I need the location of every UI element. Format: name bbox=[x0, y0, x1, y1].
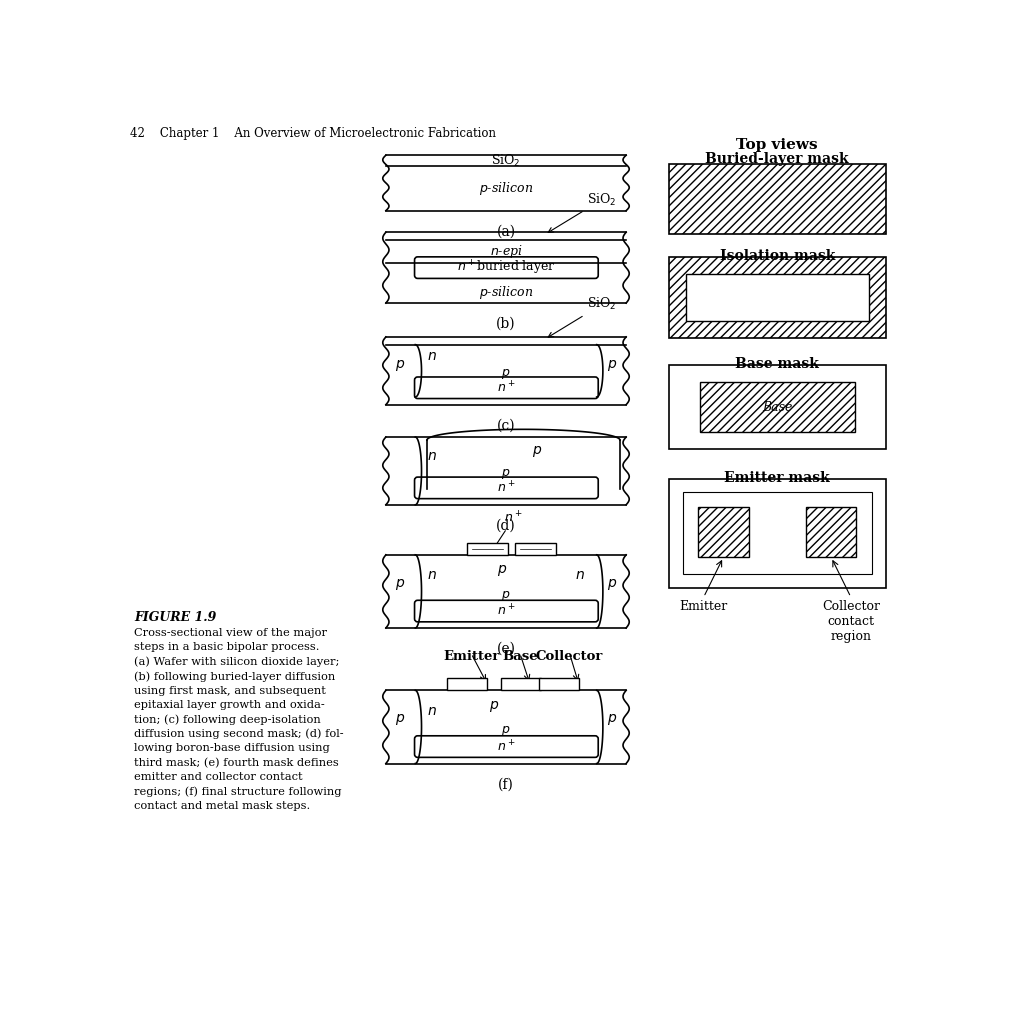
Text: (a): (a) bbox=[497, 224, 515, 239]
Text: $p$: $p$ bbox=[532, 444, 542, 460]
Text: Emitter mask: Emitter mask bbox=[724, 471, 830, 485]
Text: SiO$_2$: SiO$_2$ bbox=[548, 296, 617, 337]
Text: Collector: Collector bbox=[536, 650, 603, 664]
Text: Emitter: Emitter bbox=[680, 599, 728, 612]
Bar bbox=[700, 382, 854, 432]
Bar bbox=[686, 273, 869, 321]
Bar bbox=[468, 543, 508, 555]
Bar bbox=[386, 337, 626, 404]
Text: Cross-sectional view of the major
steps in a basic bipolar process.
(a) Wafer wi: Cross-sectional view of the major steps … bbox=[134, 628, 343, 811]
Bar bbox=[447, 678, 488, 690]
Text: $n$: $n$ bbox=[427, 568, 437, 583]
Text: $p$: $p$ bbox=[501, 467, 511, 481]
Text: Buried-layer mask: Buried-layer mask bbox=[705, 153, 849, 166]
Bar bbox=[386, 690, 626, 764]
Text: $p$: $p$ bbox=[395, 358, 405, 373]
Bar bbox=[669, 478, 886, 588]
Text: $n$: $n$ bbox=[427, 349, 437, 362]
Text: $p$: $p$ bbox=[501, 589, 511, 603]
Text: Base: Base bbox=[502, 650, 537, 664]
Bar bbox=[501, 678, 541, 690]
Text: (b): (b) bbox=[496, 316, 516, 331]
Text: SiO$_2$: SiO$_2$ bbox=[548, 191, 617, 232]
Bar bbox=[386, 156, 626, 211]
Text: $n$: $n$ bbox=[575, 568, 585, 583]
Text: $p$: $p$ bbox=[607, 712, 617, 727]
FancyBboxPatch shape bbox=[414, 736, 598, 758]
Bar bbox=[683, 493, 872, 574]
FancyBboxPatch shape bbox=[414, 257, 598, 279]
Text: $n$-epi: $n$-epi bbox=[490, 243, 522, 260]
Text: $n$: $n$ bbox=[427, 703, 437, 718]
FancyBboxPatch shape bbox=[414, 477, 598, 499]
Bar bbox=[669, 365, 886, 450]
Bar bbox=[669, 165, 886, 233]
Text: Isolation mask: Isolation mask bbox=[719, 249, 835, 263]
FancyBboxPatch shape bbox=[414, 600, 598, 622]
Text: $p$: $p$ bbox=[395, 712, 405, 727]
Text: $p$: $p$ bbox=[489, 699, 500, 714]
Bar bbox=[698, 507, 748, 557]
Text: (c): (c) bbox=[497, 419, 515, 432]
Bar bbox=[386, 232, 626, 303]
Bar bbox=[538, 678, 579, 690]
Text: $n^+$: $n^+$ bbox=[497, 380, 515, 395]
Text: $n^+$buried layer: $n^+$buried layer bbox=[457, 258, 556, 276]
FancyBboxPatch shape bbox=[414, 377, 598, 398]
Bar bbox=[386, 437, 626, 505]
Text: (d): (d) bbox=[496, 519, 516, 532]
Text: Collector
contact
region: Collector contact region bbox=[822, 599, 880, 642]
Text: $p$: $p$ bbox=[395, 577, 405, 592]
Bar bbox=[669, 257, 886, 338]
Text: $p$: $p$ bbox=[607, 358, 617, 373]
Text: $p$-silicon: $p$-silicon bbox=[479, 180, 533, 197]
Bar bbox=[515, 543, 556, 555]
Text: Emitter: Emitter bbox=[443, 650, 499, 664]
Bar bbox=[386, 555, 626, 628]
Text: SiO$_2$: SiO$_2$ bbox=[491, 153, 521, 169]
Text: $n^+$: $n^+$ bbox=[493, 510, 523, 550]
Text: $n^+$: $n^+$ bbox=[497, 603, 515, 618]
Text: $p$-silicon: $p$-silicon bbox=[479, 284, 533, 301]
Text: Base mask: Base mask bbox=[735, 357, 819, 371]
Text: Base: Base bbox=[763, 400, 793, 414]
Text: $p$: $p$ bbox=[607, 577, 617, 592]
Text: 42    Chapter 1    An Overview of Microelectronic Fabrication: 42 Chapter 1 An Overview of Microelectro… bbox=[130, 128, 496, 140]
Text: FIGURE 1.9: FIGURE 1.9 bbox=[134, 611, 216, 624]
Bar bbox=[806, 507, 856, 557]
Text: (f): (f) bbox=[498, 777, 514, 792]
Text: (e): (e) bbox=[497, 642, 515, 655]
Text: $n$: $n$ bbox=[427, 449, 437, 463]
Text: $n^+$: $n^+$ bbox=[497, 480, 515, 496]
Text: Top views: Top views bbox=[736, 137, 818, 152]
Text: $p$: $p$ bbox=[497, 563, 507, 579]
Text: $n^+$: $n^+$ bbox=[497, 739, 515, 755]
Text: $p$: $p$ bbox=[501, 367, 511, 381]
Text: $p$: $p$ bbox=[501, 724, 511, 738]
